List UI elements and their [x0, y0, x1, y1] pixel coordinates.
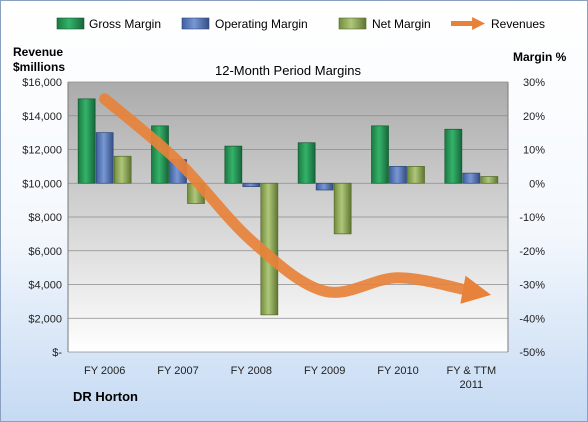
right-tick-label: -30%: [519, 280, 545, 292]
operating-margin-bar: [95, 132, 114, 184]
legend-item-net-margin: Net Margin: [338, 17, 431, 31]
left-tick-label: $16,000: [22, 77, 62, 89]
net-margin-bar: [480, 176, 499, 184]
legend-label-gross: Gross Margin: [89, 17, 161, 31]
left-axis-title-line1: Revenue: [13, 45, 63, 59]
legend-item-revenues: Revenues: [451, 17, 545, 31]
legend-item-operating-margin: Operating Margin: [181, 17, 308, 31]
left-axis-title-line2: $millions: [13, 60, 65, 74]
x-tick-label: FY 2009: [304, 365, 345, 377]
gross-margin-bar: [224, 145, 243, 184]
left-tick-label: $14,000: [22, 111, 62, 123]
operating-margin-bar: [315, 182, 334, 191]
gross-margin-bar: [297, 142, 316, 184]
right-axis-title: Margin %: [513, 50, 567, 64]
gross-margin-bar: [77, 98, 96, 184]
operating-margin-bar: [389, 166, 407, 184]
gross-margin-bar: [444, 128, 463, 184]
legend-label-revenues: Revenues: [491, 17, 545, 31]
x-tick-label: FY 2006: [84, 365, 125, 377]
legend: Gross Margin Operating Margin Net Margin…: [56, 17, 545, 31]
gridlines: [68, 81, 508, 353]
left-tick-label: $12,000: [22, 145, 62, 157]
x-tick-label: FY & TTM 2011: [446, 365, 496, 391]
revenues-line: [99, 93, 492, 304]
legend-swatch-operating: [181, 17, 210, 30]
legend-label-operating: Operating Margin: [215, 17, 308, 31]
chart-title: 12-Month Period Margins: [215, 63, 361, 78]
right-tick-label: 20%: [523, 111, 545, 123]
left-tick-label: $8,000: [28, 212, 62, 224]
gross-margin-bar: [371, 125, 389, 184]
right-tick-label: -40%: [519, 313, 545, 325]
operating-margin-bar: [462, 172, 481, 184]
net-margin-bar: [333, 182, 352, 235]
operating-margin-bar: [242, 182, 261, 187]
company-label: DR Horton: [73, 389, 138, 404]
legend-swatch-gross: [56, 17, 85, 30]
right-tick-label: 10%: [523, 145, 545, 157]
x-tick-label: FY 2008: [231, 365, 272, 377]
left-tick-label: $6,000: [28, 246, 62, 258]
right-tick-label: -20%: [519, 246, 545, 258]
left-tick-label: $10,000: [22, 178, 62, 190]
legend-label-net: Net Margin: [372, 17, 431, 31]
left-tick-label: $4,000: [28, 280, 62, 292]
net-margin-bar: [113, 155, 132, 184]
bars: [77, 98, 499, 316]
legend-swatch-net: [338, 17, 367, 30]
legend-item-gross-margin: Gross Margin: [56, 17, 161, 31]
axis-ticks: $- $2,000 $4,000 $6,000 $8,000 $10,000 $12,000…: [22, 77, 545, 391]
left-tick-label: $-: [52, 347, 62, 359]
x-tick-label: FY 2007: [157, 365, 198, 377]
right-tick-label: -10%: [519, 212, 545, 224]
left-tick-label: $2,000: [28, 313, 62, 325]
right-tick-label: 30%: [523, 77, 545, 89]
right-tick-label: -50%: [519, 347, 545, 359]
right-tick-label: 0%: [529, 178, 545, 190]
net-margin-bar: [407, 166, 425, 184]
x-tick-label: FY 2010: [377, 365, 418, 377]
